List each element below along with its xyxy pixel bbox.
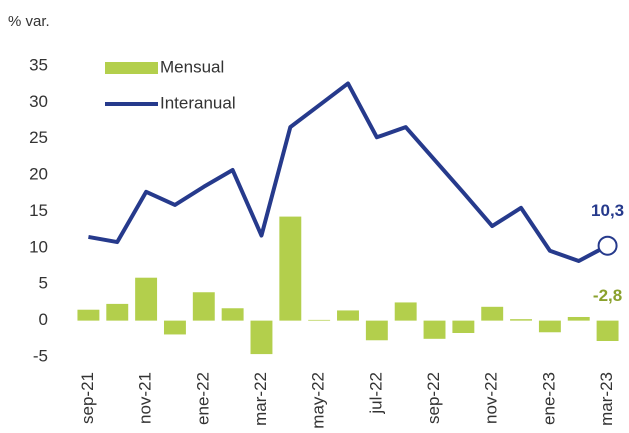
y-tick-label: 25 [29,128,48,147]
bar [308,319,331,321]
bar [481,306,504,321]
bar [279,216,302,321]
x-tick-label: jul-22 [366,372,385,415]
x-tick-label: nov-22 [482,372,501,424]
legend-label: Mensual [160,57,224,76]
y-tick-label: 10 [29,237,48,256]
end-marker [597,235,618,256]
bar [538,320,561,333]
x-tick-label: sep-21 [78,372,97,424]
x-tick-label: ene-22 [193,372,212,425]
y-tick-label: 15 [29,201,48,220]
bar [567,316,590,321]
data-label: 10,3 [591,201,624,220]
bar [135,277,158,321]
bar [163,320,186,335]
x-tick-label: nov-21 [136,372,155,424]
bar [596,320,619,341]
x-tick-label: sep-22 [424,372,443,424]
x-tick-label: mar-22 [251,372,270,426]
y-tick-label: 5 [39,274,48,293]
x-tick-label: mar-23 [597,372,616,426]
y-tick-label: 0 [39,310,48,329]
legend-swatch [105,62,158,74]
bar [250,320,273,355]
legend-label: Interanual [160,93,236,112]
bar [423,320,446,339]
y-tick-label: 30 [29,92,48,111]
y-tick-label: 35 [29,55,48,74]
bar [106,303,129,321]
data-label: -2,8 [593,286,622,305]
line [88,81,609,263]
y-axis-label: % var. [8,13,50,30]
bar [452,320,475,333]
bar [337,310,359,321]
bar [192,292,215,321]
bar [77,309,100,321]
bar [221,308,244,321]
bar [510,319,533,321]
y-tick-label: 20 [29,165,48,184]
y-tick-label: -5 [33,346,48,365]
bar [365,320,388,341]
x-tick-label: may-22 [309,372,328,429]
bar [394,302,417,321]
x-tick-label: ene-23 [539,372,558,425]
